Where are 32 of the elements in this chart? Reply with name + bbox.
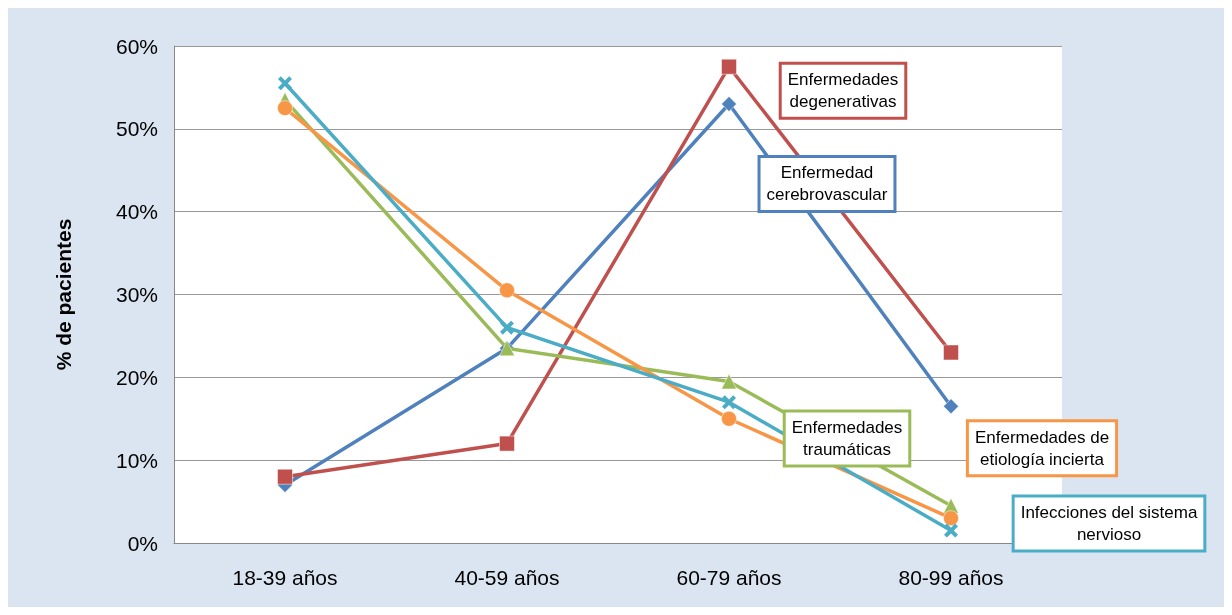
- text: Infecciones del sistema nervioso: [1020, 503, 1198, 545]
- point: [499, 282, 515, 299]
- point: [943, 398, 959, 415]
- x-tick-label: 40-59 años: [454, 566, 560, 589]
- point: [499, 435, 515, 452]
- point: [722, 395, 736, 410]
- series-label: Enfermedad cerebrovascular: [766, 163, 888, 205]
- point: [721, 411, 737, 427]
- x-tick-label: 18-39 años: [232, 566, 338, 589]
- text: Enfermedades de etiología incierta: [974, 427, 1110, 469]
- y-tick-label: 10%: [115, 448, 158, 472]
- y-tick-label: 0%: [127, 531, 158, 555]
- y-tick-label: 50%: [115, 117, 158, 141]
- point: [278, 76, 292, 91]
- y-tick-label: 60%: [115, 34, 158, 58]
- point: [944, 523, 958, 538]
- x-tick-label: 80-99 años: [898, 566, 1004, 589]
- x-tick-label: 60-79 años: [676, 566, 782, 589]
- series-label: Enfermedades degenerativas: [787, 70, 899, 112]
- point: [721, 373, 737, 390]
- point: [500, 320, 514, 335]
- point: [277, 100, 293, 116]
- point: [277, 468, 293, 485]
- point: [943, 344, 959, 361]
- y-axis-title: % de pacientes: [52, 218, 75, 371]
- point: [721, 58, 737, 75]
- series-label: Enfermedades traumáticas: [791, 417, 903, 459]
- y-tick-label: 40%: [115, 200, 158, 224]
- point: [721, 96, 737, 112]
- y-tick-label: 30%: [115, 283, 158, 306]
- y-tick-label: 20%: [115, 365, 158, 389]
- point: [943, 510, 959, 526]
